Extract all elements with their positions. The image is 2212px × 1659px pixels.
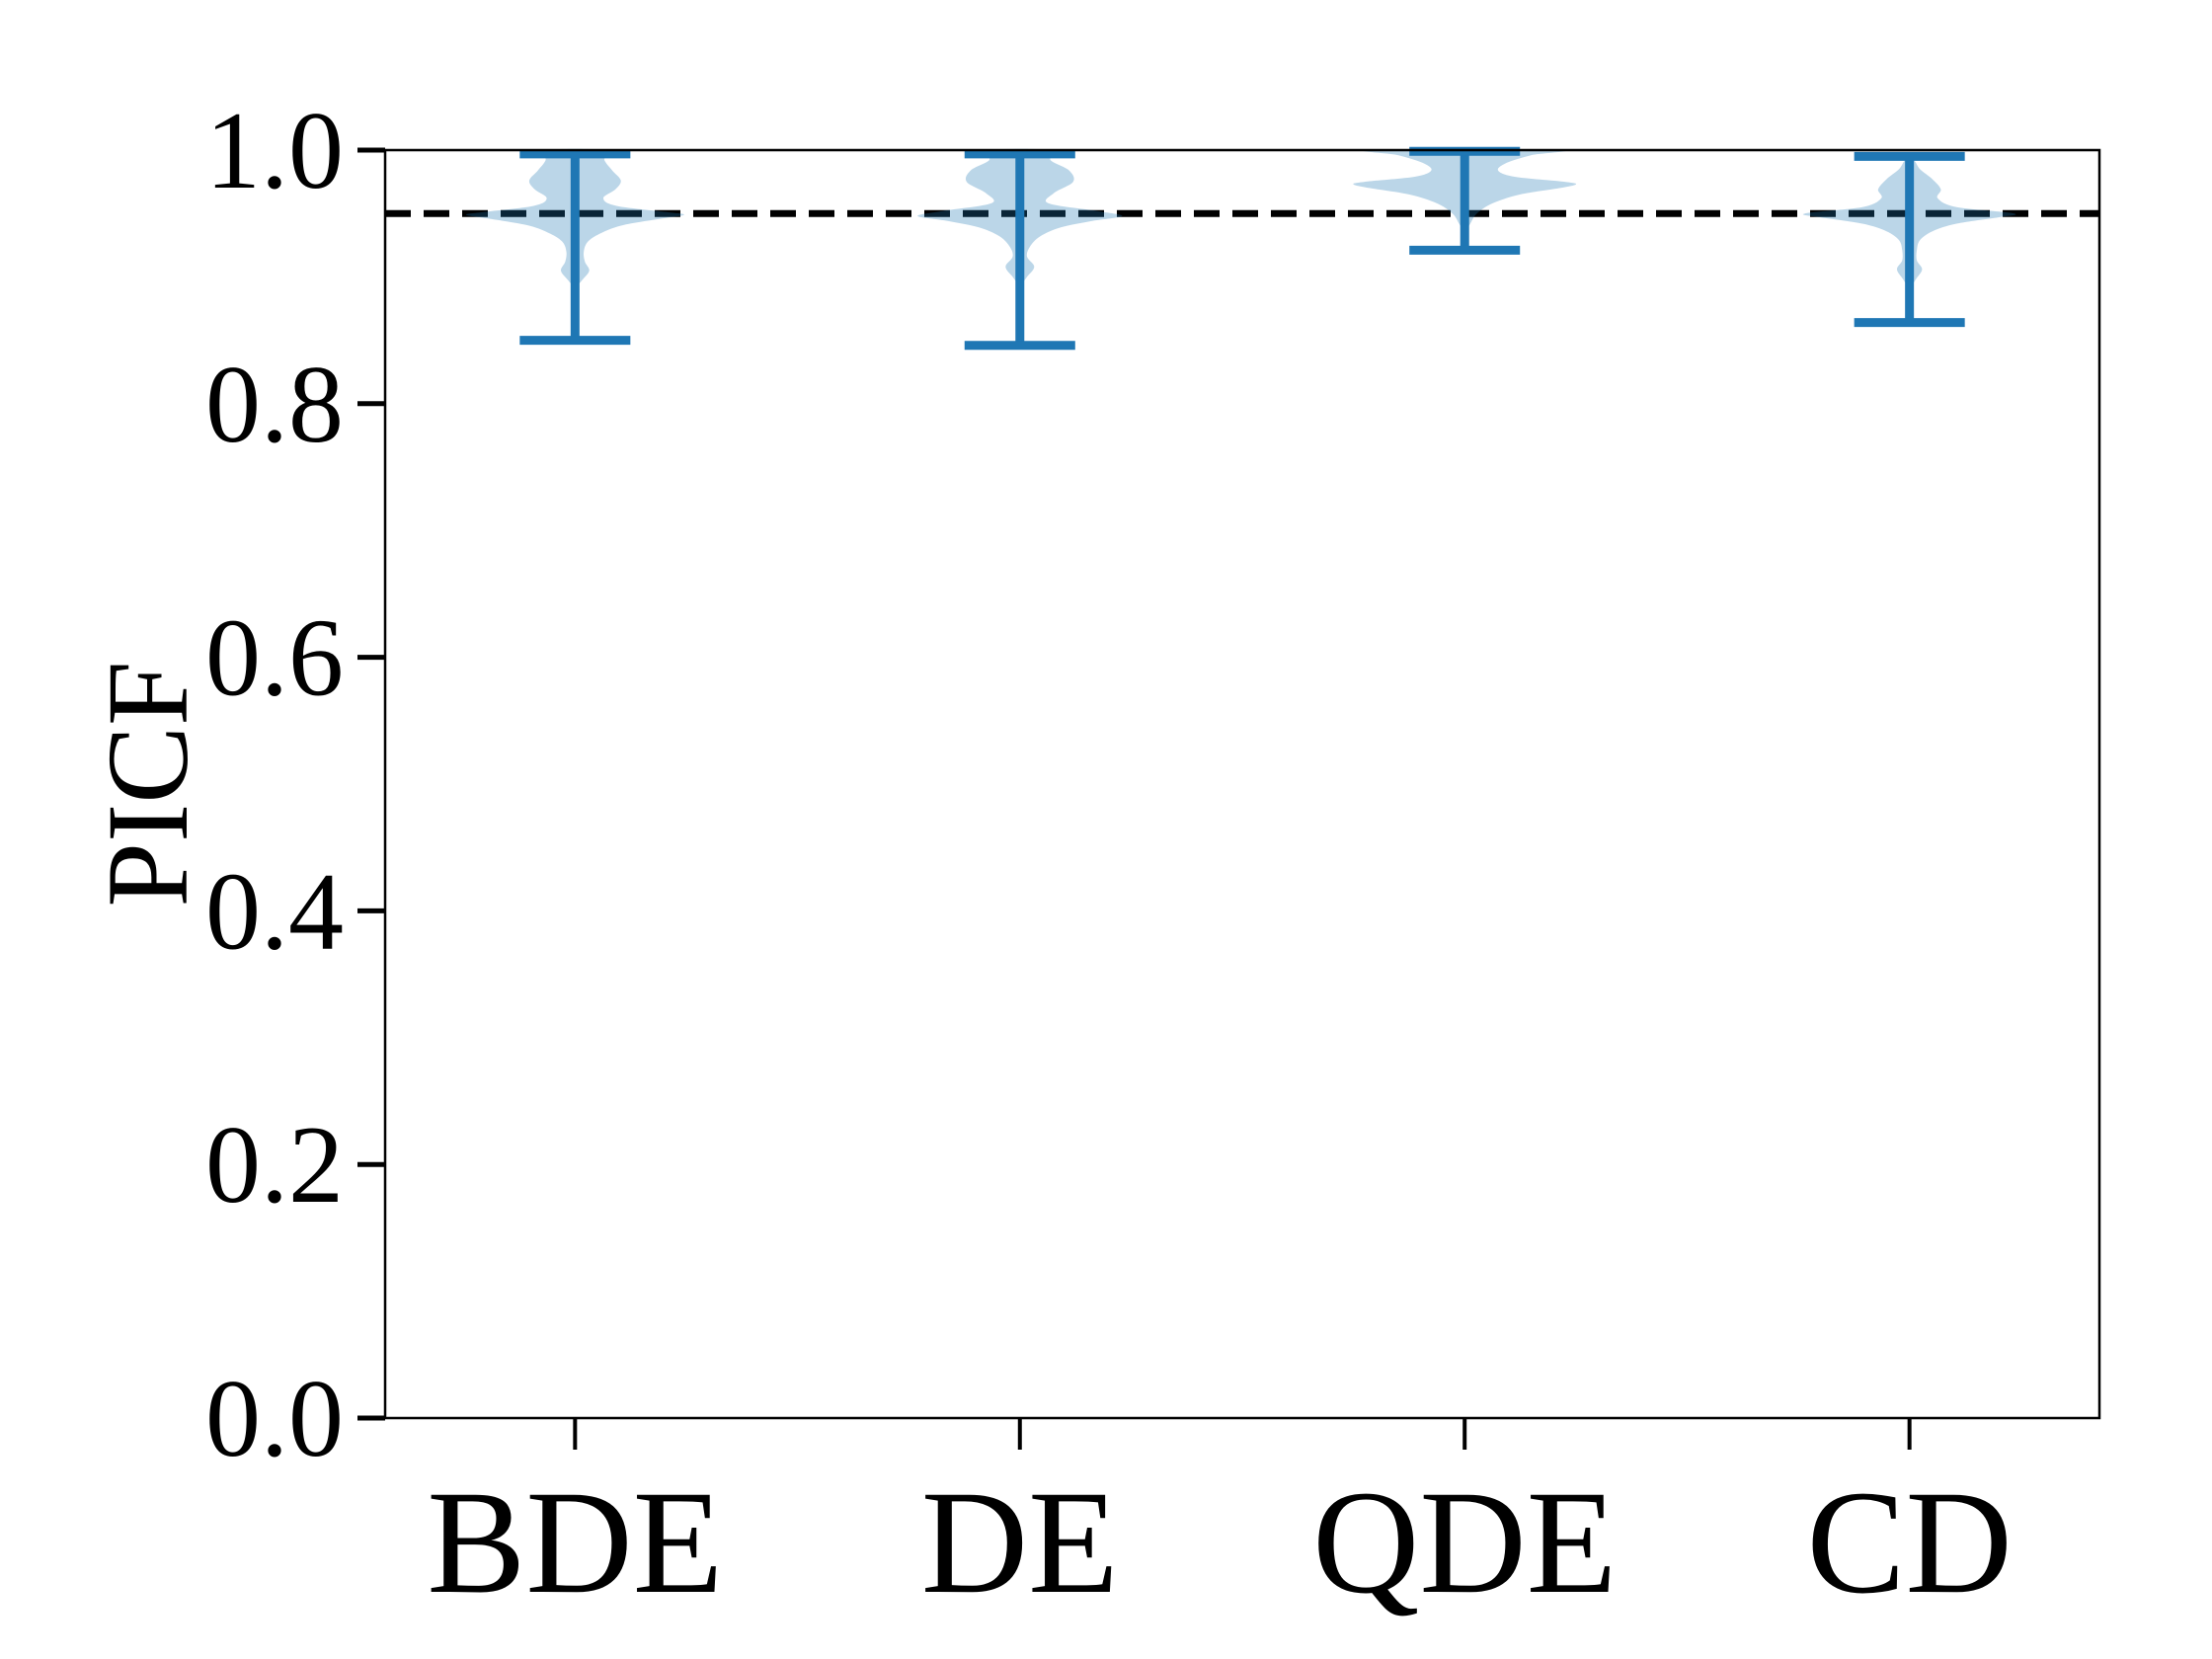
y-tick-label-0.4: 0.4 xyxy=(205,850,344,973)
x-tick-label-qde: QDE xyxy=(1312,1461,1617,1624)
x-tick-label-cd: CD xyxy=(1806,1461,2012,1624)
y-tick-label-0.6: 0.6 xyxy=(205,597,344,720)
y-tick-label-1.0: 1.0 xyxy=(205,90,344,212)
y-axis-label: PICF xyxy=(83,661,212,908)
x-tick-label-bde: BDE xyxy=(427,1461,723,1624)
y-tick-label-0.2: 0.2 xyxy=(205,1104,344,1226)
x-tick-label-de: DE xyxy=(921,1461,1119,1624)
plot-frame xyxy=(383,148,2101,1420)
y-tick-label-0.8: 0.8 xyxy=(205,344,344,466)
y-tick-label-0.0: 0.0 xyxy=(205,1358,344,1480)
